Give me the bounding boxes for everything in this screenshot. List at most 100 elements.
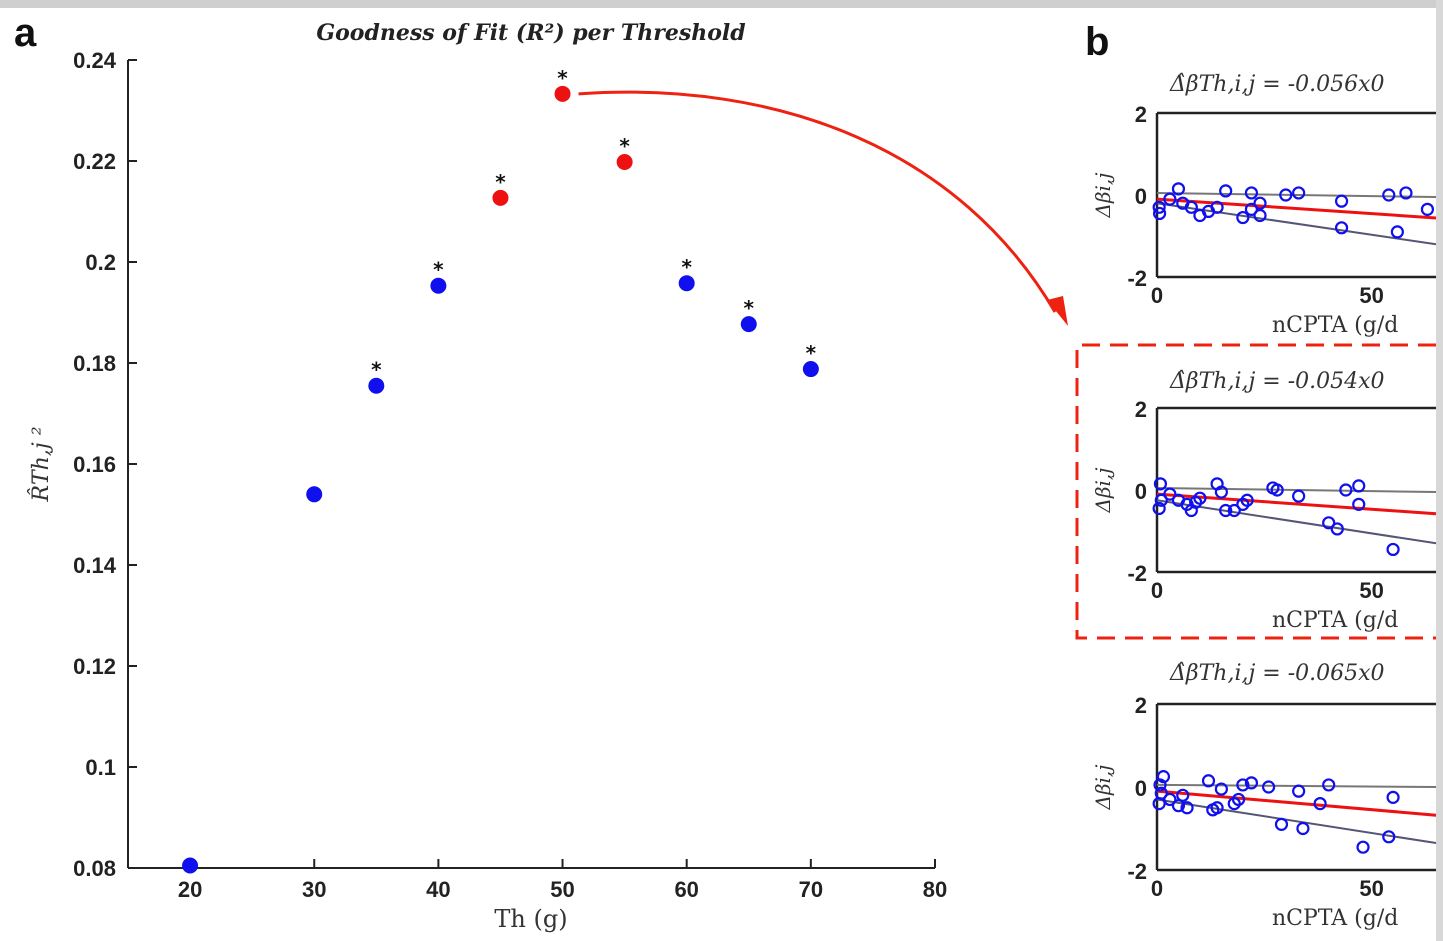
y-tick-label: 0.08 [73,856,116,881]
data-point [1334,221,1349,235]
data-point [1152,206,1167,221]
data-point [1152,200,1166,214]
fit-line [1156,492,1437,516]
data-point [1339,483,1353,497]
fit-line [1156,191,1437,199]
y-tick-label: 0.22 [73,149,116,174]
data-point [740,316,757,333]
data-point [1210,801,1224,815]
x-tick-label: 80 [923,877,947,902]
data-point [1334,194,1349,208]
data-point [1152,501,1166,516]
x-tick-label: 50 [1359,283,1383,308]
panel-a-chart: 0.08 0.1 0.12 0.14 0.16 0.18 0.2 0.22 0.24 20 30 40… [28,20,947,933]
data-point [1352,479,1366,493]
y-tick-label: 0.14 [73,553,117,578]
data-point [616,154,633,171]
significance-star: * [681,255,692,279]
significance-star: * [371,358,382,382]
data-point [678,275,695,292]
data-point [1214,485,1228,499]
data-point [1253,208,1267,223]
subplot-title: Δ̂βTh,i,j = -0.054x0 [1169,369,1385,394]
x-axis-label: nCPTA (g/d [1272,313,1398,338]
data-point [1210,200,1224,214]
significance-star: * [433,258,444,282]
y-axis-label: Δβi,j [1091,173,1115,219]
y-tick-label: -2 [1127,266,1147,291]
data-point [1236,210,1250,225]
data-point [1153,477,1168,491]
significance-star: * [495,170,506,194]
data-point [1382,188,1396,202]
fit-line [1156,499,1437,545]
data-point [1313,796,1327,811]
data-point [1399,186,1413,200]
data-point [1201,774,1216,788]
data-point [1184,200,1198,214]
subplot-title: Δ̂βTh,i,j = -0.056x0 [1169,72,1385,97]
y-tick-label: 0.12 [73,654,116,679]
arrow-head [1047,296,1068,326]
data-point [1322,516,1336,530]
data-point [1176,788,1190,802]
data-point [1154,786,1168,800]
x-tick-label: 0 [1151,283,1163,308]
y-tick-label: 0.18 [73,351,116,376]
data-point [1219,184,1233,198]
significance-star: * [619,134,630,158]
y-axis-label: Δβi,j [1091,765,1115,811]
data-point [1163,792,1177,807]
x-axis-label: nCPTA (g/d [1272,906,1398,931]
x-tick-label: 0 [1151,876,1163,901]
data-point [1236,778,1250,792]
y-tick-label: 2 [1135,693,1147,718]
panel-b-label: b [1085,20,1109,64]
x-tick-label: 50 [550,877,574,902]
data-point [1330,522,1344,536]
y-tick-label: 0 [1135,776,1147,801]
y-axis-label: Δβi,j [1091,468,1115,514]
data-point [1171,182,1186,196]
y-tick-label: 2 [1135,102,1147,127]
x-tick-label: 30 [302,877,326,902]
data-point [1156,770,1171,784]
y-tick-label: 0 [1135,479,1147,504]
data-point [1244,186,1259,200]
data-point [1214,782,1228,796]
data-point [1274,817,1289,831]
y-tick-label: 0.1 [85,755,116,780]
data-point [1386,542,1400,557]
data-point [1390,225,1404,239]
x-tick-label: 0 [1151,578,1163,603]
data-point [1244,776,1259,790]
significance-star: * [557,66,568,90]
right-border [1436,0,1443,941]
data-point [1292,784,1306,798]
red-arrow [578,90,1068,326]
data-point [1382,830,1396,844]
x-tick-label: 50 [1359,876,1383,901]
data-point [1322,778,1336,792]
fit-line [1156,197,1437,220]
x-tick-label: 70 [799,877,823,902]
x-tick-label: 20 [178,877,202,902]
data-point [1180,801,1194,815]
data-point [306,486,323,503]
data-point [1270,483,1284,497]
data-point [1352,497,1366,511]
data-point [1240,493,1254,507]
data-point [1193,491,1207,505]
y-tick-label: 0 [1135,184,1147,209]
chart-title: Goodness of Fit (R²) per Threshold [316,20,745,46]
y-axis-label: R̂Th,j ² [28,426,54,502]
data-point [554,85,571,102]
data-point [1154,493,1168,507]
data-point [1296,821,1310,836]
x-axis-label: nCPTA (g/d [1272,608,1398,633]
arrow-curve [578,90,1057,313]
data-point [1253,196,1267,210]
